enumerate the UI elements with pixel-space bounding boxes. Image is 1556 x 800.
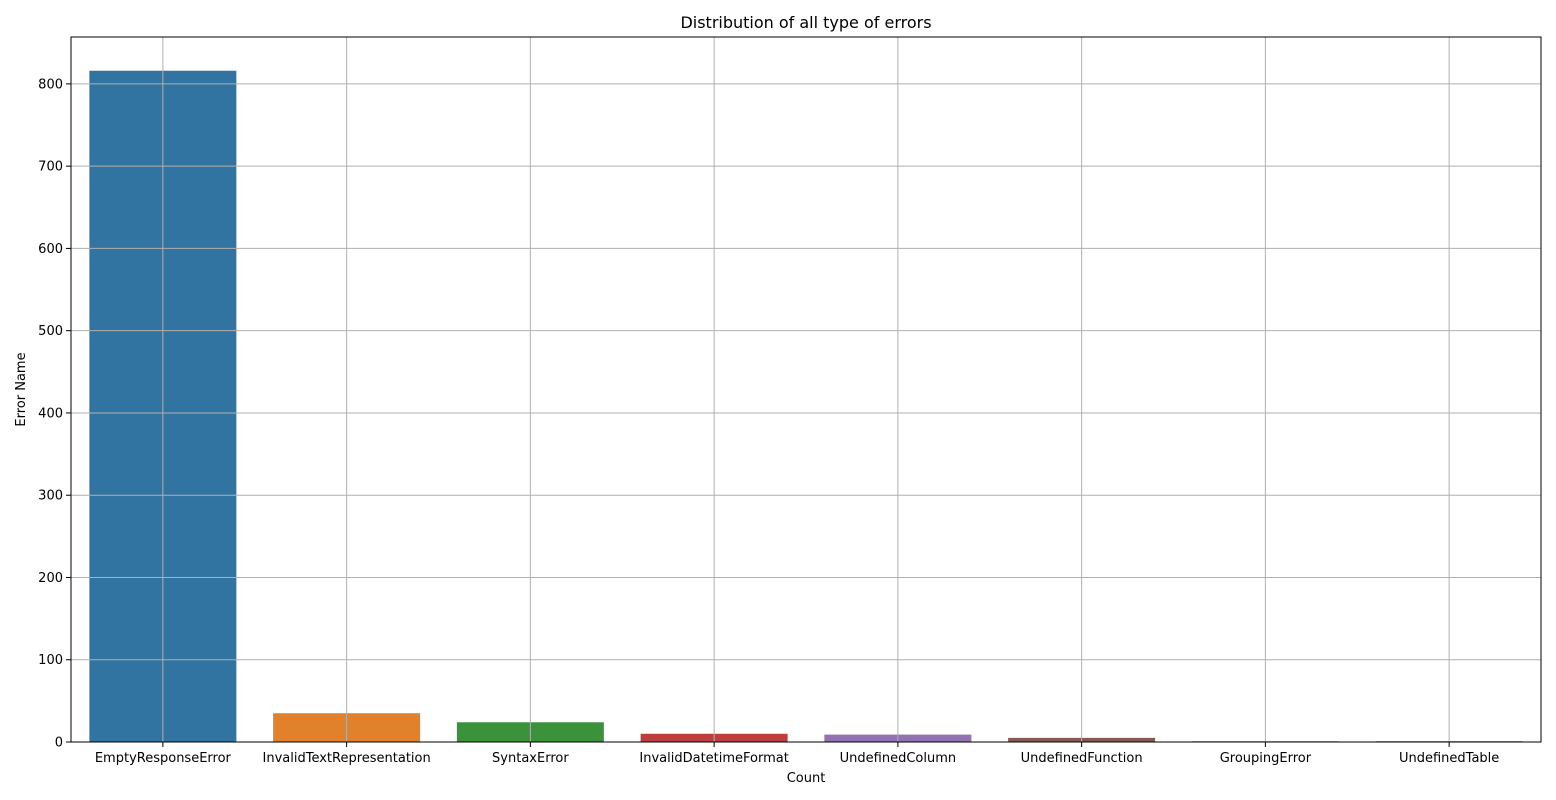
x-axis-label: Count <box>787 771 826 786</box>
y-tick-label: 800 <box>38 77 63 92</box>
x-tick-label: UndefinedColumn <box>840 751 956 766</box>
y-axis-label: Error Name <box>14 352 29 426</box>
x-tick-label: InvalidTextRepresentation <box>263 751 431 766</box>
y-tick-label: 700 <box>38 160 63 175</box>
plot-frame <box>70 36 1542 743</box>
y-tick-label: 100 <box>38 653 63 668</box>
y-tick-label: 600 <box>38 242 63 257</box>
y-tick-label: 300 <box>38 489 63 504</box>
y-tick-label: 0 <box>55 736 63 751</box>
x-tick-label: UndefinedFunction <box>1021 751 1143 766</box>
x-axis-ticks: EmptyResponseError InvalidTextRepresentat… <box>95 742 1499 766</box>
y-axis-ticks: 0 100 200 300 400 500 600 700 800 <box>38 77 71 751</box>
gridlines <box>71 37 1541 742</box>
x-tick-label: SyntaxError <box>492 751 569 766</box>
y-tick-label: 500 <box>38 324 63 339</box>
x-tick-label: EmptyResponseError <box>95 751 232 766</box>
y-tick-label: 400 <box>38 406 63 421</box>
bars-layer <box>89 70 1523 742</box>
y-tick-label: 200 <box>38 571 63 586</box>
x-tick-label: InvalidDatetimeFormat <box>639 751 788 766</box>
x-tick-label: UndefinedTable <box>1399 751 1499 766</box>
chart-title: Distribution of all type of errors <box>680 13 931 32</box>
x-tick-label: GroupingError <box>1220 751 1312 766</box>
